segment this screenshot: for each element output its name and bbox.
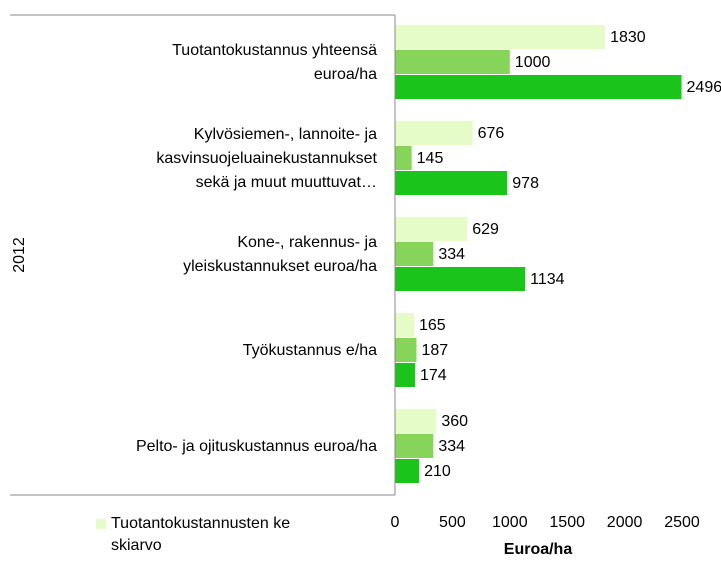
bar xyxy=(395,267,526,291)
value-label: 360 xyxy=(441,413,468,430)
category-label: yleiskustannukset euroa/ha xyxy=(183,258,377,275)
bar xyxy=(395,338,417,362)
x-axis-label: Euroa/ha xyxy=(504,541,573,558)
bar xyxy=(395,121,473,145)
value-label: 676 xyxy=(478,125,505,142)
category-label: Työkustannus e/ha xyxy=(243,342,377,359)
value-label: 2496 xyxy=(687,79,721,96)
value-label: 978 xyxy=(512,175,539,192)
bar xyxy=(395,459,420,483)
bar xyxy=(395,363,415,387)
bar xyxy=(395,146,412,170)
category-label: Kylvösiemen-, lannoite- ja xyxy=(194,126,377,143)
bar xyxy=(395,313,414,337)
legend-swatch xyxy=(96,519,106,529)
category-label: euroa/ha xyxy=(314,66,377,83)
value-label: 1134 xyxy=(530,271,565,288)
value-label: 334 xyxy=(438,246,465,263)
value-label: 210 xyxy=(424,463,451,480)
x-tick-label: 1000 xyxy=(492,514,528,531)
value-label: 334 xyxy=(438,438,465,455)
bar xyxy=(395,75,682,99)
bar xyxy=(395,171,508,195)
category-label: Tuotantokustannus yhteensä xyxy=(172,42,377,59)
value-label: 1830 xyxy=(610,29,646,46)
value-label: 174 xyxy=(420,367,447,384)
category-label: sekä ja muut muuttuvat… xyxy=(196,174,377,191)
category-label: Pelto- ja ojituskustannus euroa/ha xyxy=(136,438,377,455)
bar xyxy=(395,217,468,241)
legend-label: Tuotantokustannusten keskiarvo xyxy=(111,515,291,554)
value-label: 165 xyxy=(419,317,446,334)
category-label: Kone-, rakennus- ja xyxy=(237,234,377,251)
legend: Tuotantokustannusten keskiarvo xyxy=(96,513,291,557)
bar xyxy=(395,25,606,49)
category-label: kasvinsuojeluainekustannukset xyxy=(156,150,377,167)
value-label: 1000 xyxy=(515,54,551,71)
bar xyxy=(395,50,510,74)
bar xyxy=(395,242,434,266)
x-tick-label: 500 xyxy=(439,514,466,531)
x-tick-label: 1500 xyxy=(549,514,585,531)
x-tick-label: 2000 xyxy=(607,514,643,531)
value-label: 187 xyxy=(421,342,448,359)
x-tick-label: 2500 xyxy=(664,514,700,531)
x-tick-label: 0 xyxy=(391,514,400,531)
value-label: 145 xyxy=(417,150,444,167)
y-axis-label: 2012 xyxy=(11,237,28,273)
bar xyxy=(395,409,437,433)
bar xyxy=(395,434,434,458)
value-label: 629 xyxy=(472,221,499,238)
